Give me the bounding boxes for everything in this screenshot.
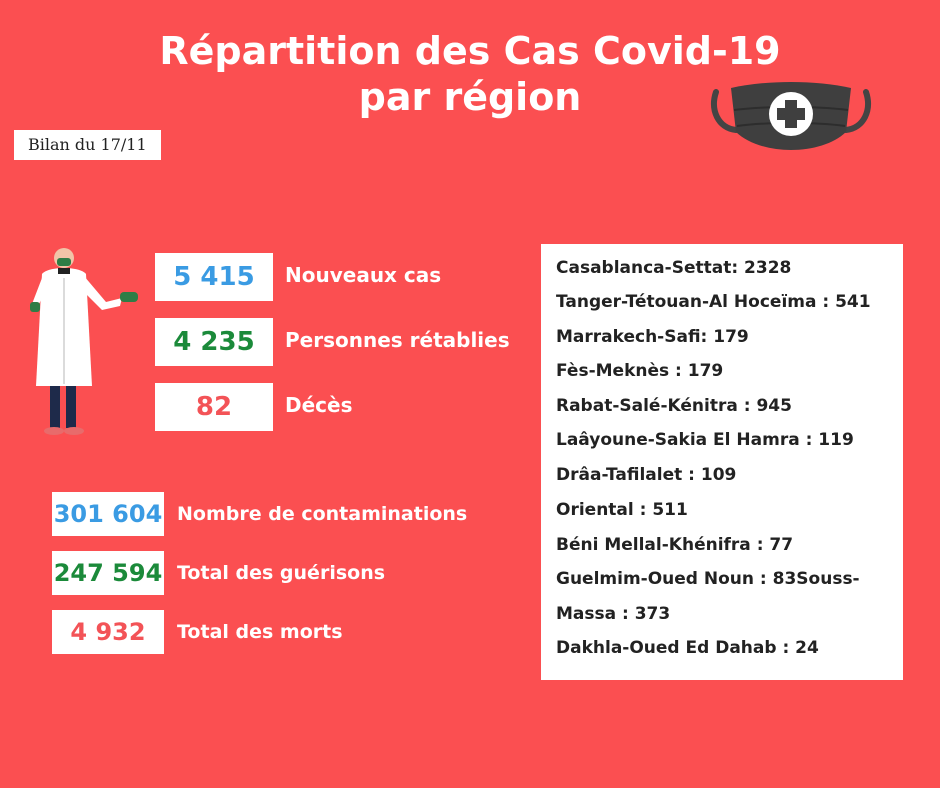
total-recoveries-value: 247 594 [53,559,163,587]
new-cases-box: 5 415 [155,253,273,301]
region-item: Dakhla-Oued Ed Dahab : 24 [556,638,819,658]
region-item: Laâyoune-Sakia El Hamra : 119 [556,430,854,450]
deaths-label: Décès [285,393,353,417]
total-contaminations-value: 301 604 [53,500,163,528]
region-item: Tanger-Tétouan-Al Hoceïma : 541 [556,292,871,312]
region-item: Béni Mellal-Khénifra : 77 [556,535,794,555]
total-deaths-value: 4 932 [70,618,146,646]
total-deaths-box: 4 932 [52,610,164,654]
doctor-illustration [30,248,138,435]
region-item: Fès-Meknès : 179 [556,361,724,381]
deaths-box: 82 [155,383,273,431]
new-cases-value: 5 415 [173,262,255,292]
region-item: Oriental : 511 [556,500,688,520]
total-deaths-label: Total des morts [177,621,343,643]
total-recoveries-box: 247 594 [52,551,164,595]
recovered-label: Personnes rétablies [285,328,510,352]
total-contaminations-box: 301 604 [52,492,164,536]
title-line-1: Répartition des Cas Covid-19 [159,29,781,73]
face-mask-icon [711,82,871,150]
region-item: Massa : 373 [556,604,671,624]
region-item: Casablanca-Settat: 2328 [556,258,792,278]
total-contaminations-label: Nombre de contaminations [177,503,468,525]
new-cases-label: Nouveaux cas [285,263,442,287]
page-title: Répartition des Cas Covid-19 par région [0,28,940,120]
date-badge: Bilan du 17/11 [14,130,161,160]
deaths-value: 82 [195,392,233,422]
recovered-value: 4 235 [173,327,255,357]
region-item: Guelmim-Oued Noun : 83Souss- [556,569,860,589]
region-item: Marrakech-Safi: 179 [556,327,749,347]
recovered-box: 4 235 [155,318,273,366]
region-item: Rabat-Salé-Kénitra : 945 [556,396,792,416]
region-item: Drâa-Tafilalet : 109 [556,465,737,485]
title-line-2: par région [358,75,582,119]
total-recoveries-label: Total des guérisons [177,562,386,584]
regions-panel: Casablanca-Settat: 2328 Tanger-Tétouan-A… [541,244,903,680]
